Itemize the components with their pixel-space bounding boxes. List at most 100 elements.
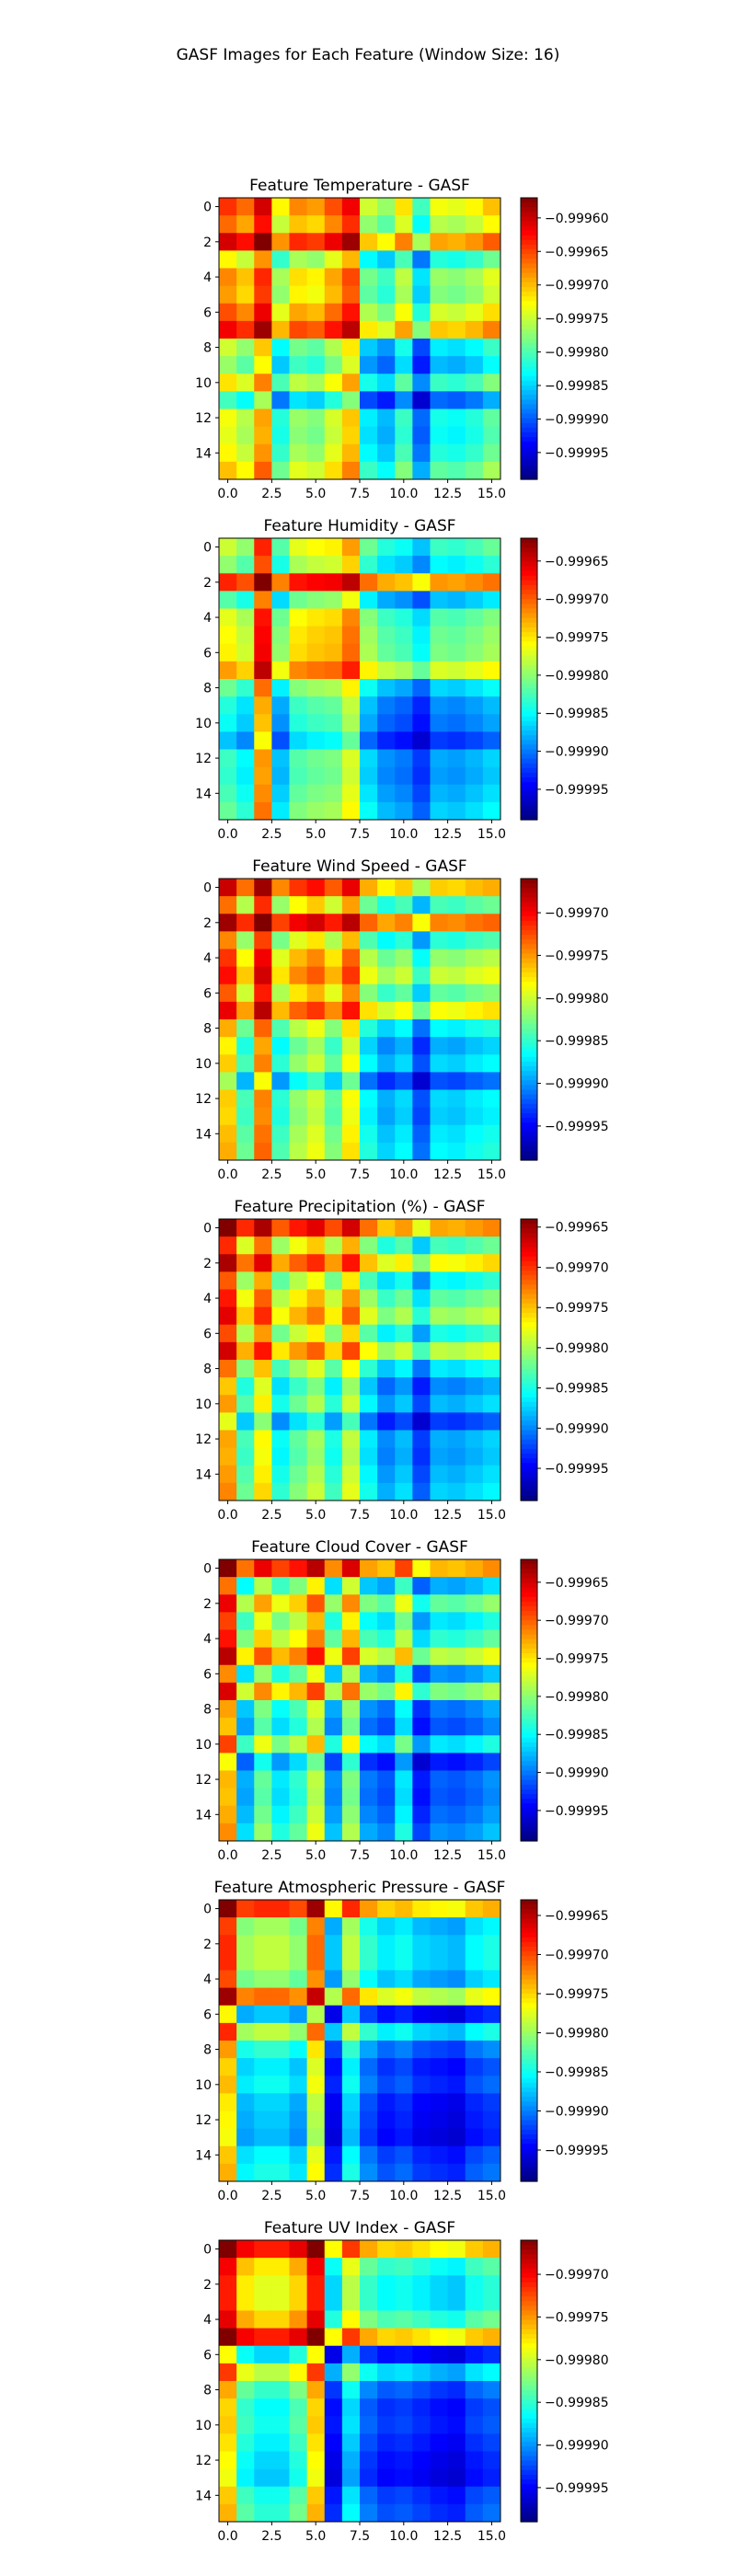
- colorbar-segment: [521, 437, 537, 443]
- heatmap-cell: [271, 1771, 290, 1789]
- colorbar-segment: [521, 2419, 537, 2424]
- colorbar-segment: [521, 1696, 537, 1701]
- colorbar-segment: [521, 2007, 537, 2013]
- y-tick-label: 14: [195, 787, 212, 801]
- heatmap-cell: [395, 233, 413, 251]
- heatmap-cell: [466, 2041, 484, 2059]
- colorbar-segment: [521, 339, 537, 344]
- heatmap-cell: [290, 2076, 308, 2094]
- heatmap-cell: [325, 2433, 343, 2452]
- heatmap-cell: [307, 2504, 326, 2523]
- heatmap-cell: [377, 444, 396, 463]
- heatmap-cell: [412, 2041, 431, 2059]
- heatmap-cell: [431, 2076, 449, 2094]
- colorbar-segment: [521, 1019, 537, 1025]
- colorbar-segment: [521, 1569, 537, 1574]
- colorbar-segment: [521, 1467, 537, 1473]
- colorbar-segment: [521, 2386, 537, 2391]
- heatmap-cell: [377, 2381, 396, 2399]
- heatmap-cell: [395, 374, 413, 392]
- heatmap-cell: [290, 1648, 308, 1666]
- heatmap-cell: [290, 2329, 308, 2347]
- heatmap-cell: [325, 1735, 343, 1754]
- heatmap-cell: [448, 785, 466, 803]
- heatmap-cell: [360, 2452, 378, 2470]
- heatmap-cell: [483, 1325, 501, 1343]
- colorbar-segment: [521, 419, 537, 424]
- heatmap-cell: [483, 750, 501, 768]
- heatmap-cell: [290, 1771, 308, 1789]
- colorbar-segment: [521, 2144, 537, 2149]
- y-tick-label: 6: [203, 646, 212, 661]
- colorbar-segment: [521, 395, 537, 400]
- colorbar-segment: [521, 1071, 537, 1076]
- heatmap-cell: [325, 1806, 343, 1824]
- heatmap-cell: [236, 1788, 255, 1807]
- heatmap-cell: [342, 1771, 361, 1789]
- heatmap-cell: [342, 573, 361, 592]
- colorbar-segment: [521, 897, 537, 903]
- heatmap-cell: [483, 714, 501, 732]
- heatmap-cell: [290, 1236, 308, 1255]
- heatmap-cell: [395, 1483, 413, 1501]
- heatmap-cell: [483, 984, 501, 1003]
- x-tick-label: 0.0: [217, 827, 237, 842]
- heatmap-cell: [466, 1307, 484, 1326]
- heatmap-cell: [290, 304, 308, 322]
- heatmap-cell: [307, 538, 326, 557]
- y-tick-label: 4: [203, 1632, 212, 1647]
- heatmap-cell: [290, 1988, 308, 2007]
- heatmap-cell: [219, 1002, 237, 1020]
- colorbar-segment: [521, 1090, 537, 1096]
- colorbar-segment: [521, 2027, 537, 2032]
- heatmap-cell: [483, 1935, 501, 1953]
- heatmap-cell: [307, 2258, 326, 2276]
- colorbar-segment: [521, 2125, 537, 2131]
- colorbar-tick-label: −0.99970: [545, 592, 609, 607]
- heatmap-cell: [290, 1019, 308, 1038]
- heatmap-cell: [236, 391, 255, 409]
- heatmap-cell: [483, 767, 501, 786]
- heatmap-cell: [271, 304, 290, 322]
- x-tick-label: 7.5: [350, 1508, 370, 1523]
- colorbar-segment: [521, 912, 537, 917]
- heatmap-cell: [342, 879, 361, 897]
- heatmap-cell: [412, 1718, 431, 1736]
- colorbar-segment: [521, 1951, 537, 1957]
- colorbar-segment: [521, 703, 537, 708]
- heatmap-cell: [431, 1665, 449, 1684]
- heatmap-cell: [236, 1019, 255, 1038]
- colorbar-segment: [521, 2508, 537, 2513]
- heatmap-cell: [483, 2006, 501, 2024]
- x-tick-label: 15.0: [477, 487, 506, 501]
- heatmap-cell: [360, 1735, 378, 1754]
- colorbar-segment: [521, 609, 537, 615]
- heatmap-cell: [290, 1683, 308, 1701]
- heatmap-cell: [395, 1900, 413, 1918]
- heatmap-cell: [448, 731, 466, 750]
- heatmap-cell: [271, 2452, 290, 2470]
- heatmap-cell: [254, 2346, 272, 2364]
- colorbar-segment: [521, 1029, 537, 1034]
- colorbar-segment: [521, 963, 537, 969]
- heatmap-cell: [290, 1431, 308, 1449]
- heatmap-cell: [219, 2258, 237, 2276]
- heatmap-cell: [307, 1935, 326, 1953]
- heatmap-cell: [307, 1612, 326, 1630]
- heatmap-cell: [236, 1448, 255, 1466]
- heatmap-cell: [395, 879, 413, 897]
- colorbar-segment: [521, 249, 537, 255]
- heatmap-cell: [290, 2093, 308, 2111]
- colorbar-segment: [521, 2283, 537, 2288]
- colorbar-segment: [521, 684, 537, 689]
- colorbar-segment: [521, 1947, 537, 1952]
- heatmap-cell: [395, 1108, 413, 1126]
- heatmap-cell: [412, 2006, 431, 2024]
- y-tick-label: 12: [195, 1432, 212, 1447]
- heatmap-cell: [395, 679, 413, 697]
- heatmap-cell: [236, 2093, 255, 2111]
- colorbar-tick-label: −0.99960: [545, 212, 609, 226]
- heatmap-cell: [412, 1342, 431, 1361]
- colorbar-segment: [521, 735, 537, 741]
- heatmap-cell: [466, 1988, 484, 2007]
